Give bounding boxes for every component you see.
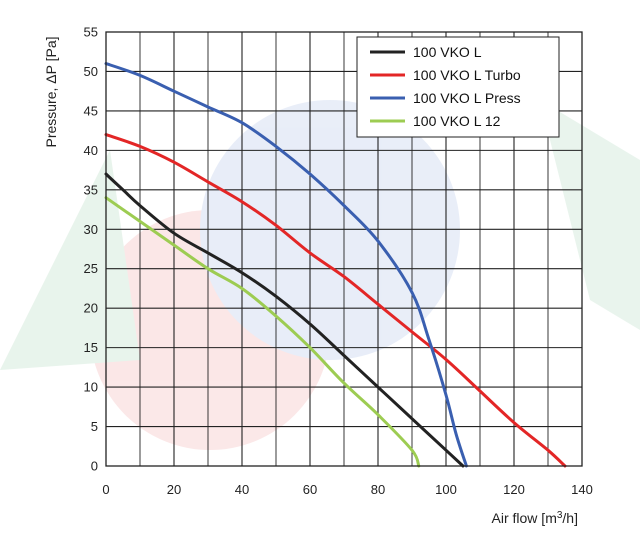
- series-layer: [104, 62, 567, 468]
- y-tick-label: 55: [84, 25, 98, 40]
- series-line-100-vko-l: [104, 172, 465, 468]
- x-axis-title-sup: 3: [557, 510, 563, 521]
- legend-label-100-vko-l-12: 100 VKO L 12: [413, 113, 501, 129]
- x-axis-title-tail: /h]: [562, 510, 578, 526]
- y-tick-label: 45: [84, 103, 98, 118]
- x-axis-title-main: Air flow [m: [492, 510, 557, 526]
- x-axis-ticks: 0 20 40 60 80 100 120 140: [102, 482, 592, 497]
- plot-frame: [105, 31, 583, 467]
- y-axis-title: Pressure, ΔP [Pa]: [43, 36, 59, 147]
- x-tick-label: 20: [167, 482, 181, 497]
- y-tick-label: 30: [84, 222, 98, 237]
- y-tick-label: 20: [84, 301, 98, 316]
- y-tick-label: 50: [84, 64, 98, 79]
- series-line-100-vko-l-turbo: [104, 133, 567, 468]
- legend-items: 100 VKO L 100 VKO L Turbo 100 VKO L Press 1…: [370, 44, 521, 129]
- legend: 100 VKO L 100 VKO L Turbo 100 VKO L Press 1…: [356, 36, 560, 138]
- y-tick-label: 40: [84, 143, 98, 158]
- legend-label-100-vko-l: 100 VKO L: [413, 44, 482, 60]
- watermark: [0, 100, 640, 450]
- y-tick-label: 15: [84, 340, 98, 355]
- series-line-100-vko-l-press: [104, 62, 468, 468]
- series-line-100-vko-l-12: [104, 196, 421, 468]
- y-tick-label: 10: [84, 380, 98, 395]
- x-tick-label: 100: [435, 482, 457, 497]
- y-tick-label: 5: [91, 419, 98, 434]
- x-tick-label: 80: [371, 482, 385, 497]
- x-tick-label: 40: [235, 482, 249, 497]
- x-tick-label: 60: [303, 482, 317, 497]
- x-axis-title: Air flow [m3/h]: [492, 510, 578, 527]
- y-tick-label: 35: [84, 182, 98, 197]
- y-axis-ticks: 0 5 10 15 20 25 30 35 40 45 50 55: [84, 25, 98, 474]
- legend-label-100-vko-l-turbo: 100 VKO L Turbo: [413, 67, 521, 83]
- x-tick-label: 120: [503, 482, 525, 497]
- x-tick-label: 0: [102, 482, 109, 497]
- x-tick-label: 140: [571, 482, 593, 497]
- y-tick-label: 25: [84, 261, 98, 276]
- legend-label-100-vko-l-press: 100 VKO L Press: [413, 90, 521, 106]
- y-tick-label: 0: [91, 459, 98, 474]
